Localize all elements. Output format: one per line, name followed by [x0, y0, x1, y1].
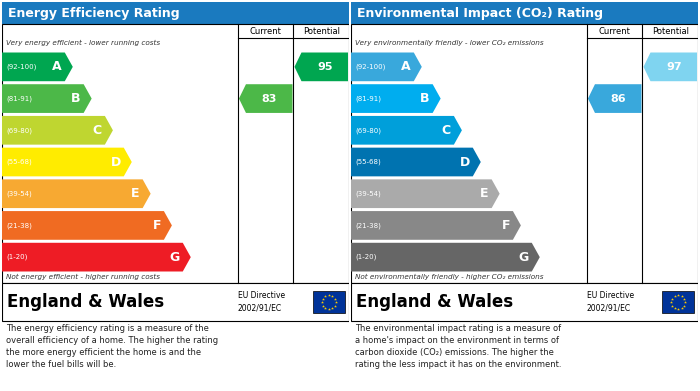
- Text: The energy efficiency rating is a measure of the
overall efficiency of a home. T: The energy efficiency rating is a measur…: [6, 324, 218, 369]
- Text: (92-100): (92-100): [6, 64, 36, 70]
- Polygon shape: [2, 84, 92, 113]
- Bar: [351, 283, 698, 321]
- Text: Very energy efficient - lower running costs: Very energy efficient - lower running co…: [6, 40, 160, 46]
- Text: (81-91): (81-91): [355, 95, 381, 102]
- Polygon shape: [351, 116, 462, 145]
- Polygon shape: [2, 211, 172, 240]
- Text: B: B: [420, 92, 430, 105]
- Text: Potential: Potential: [302, 27, 340, 36]
- Text: (21-38): (21-38): [6, 222, 32, 229]
- Bar: [313, 291, 345, 313]
- Polygon shape: [2, 148, 132, 176]
- Polygon shape: [351, 84, 441, 113]
- Polygon shape: [643, 52, 697, 81]
- Polygon shape: [351, 243, 540, 271]
- Bar: [351, 24, 698, 283]
- Text: Potential: Potential: [652, 27, 689, 36]
- Polygon shape: [351, 179, 500, 208]
- Text: 83: 83: [262, 93, 277, 104]
- Text: (1-20): (1-20): [6, 254, 27, 260]
- Text: (55-68): (55-68): [355, 159, 381, 165]
- Text: (21-38): (21-38): [355, 222, 381, 229]
- Text: F: F: [153, 219, 161, 232]
- Text: (69-80): (69-80): [355, 127, 381, 134]
- Text: Not energy efficient - higher running costs: Not energy efficient - higher running co…: [6, 274, 160, 280]
- Text: 97: 97: [666, 62, 682, 72]
- Text: A: A: [401, 60, 411, 74]
- Text: (39-54): (39-54): [355, 190, 381, 197]
- Polygon shape: [351, 52, 422, 81]
- Bar: [351, 2, 698, 24]
- Text: E: E: [131, 187, 140, 200]
- Text: (81-91): (81-91): [6, 95, 32, 102]
- Text: England & Wales: England & Wales: [356, 293, 513, 311]
- Text: Very environmentally friendly - lower CO₂ emissions: Very environmentally friendly - lower CO…: [355, 40, 544, 46]
- Text: G: G: [169, 251, 180, 264]
- Bar: [2, 24, 349, 283]
- Text: Current: Current: [250, 27, 281, 36]
- Text: Not environmentally friendly - higher CO₂ emissions: Not environmentally friendly - higher CO…: [355, 274, 543, 280]
- Text: A: A: [52, 60, 62, 74]
- Text: (55-68): (55-68): [6, 159, 32, 165]
- Text: G: G: [519, 251, 528, 264]
- Text: C: C: [93, 124, 102, 137]
- Bar: [2, 2, 349, 24]
- Text: England & Wales: England & Wales: [7, 293, 164, 311]
- Text: B: B: [71, 92, 80, 105]
- Text: EU Directive
2002/91/EC: EU Directive 2002/91/EC: [587, 291, 634, 313]
- Text: 86: 86: [610, 93, 626, 104]
- Bar: [2, 283, 349, 321]
- Polygon shape: [351, 148, 481, 176]
- Polygon shape: [239, 84, 293, 113]
- Text: EU Directive
2002/91/EC: EU Directive 2002/91/EC: [238, 291, 285, 313]
- Polygon shape: [588, 84, 641, 113]
- Text: D: D: [459, 156, 470, 169]
- Text: (39-54): (39-54): [6, 190, 32, 197]
- Text: Environmental Impact (CO₂) Rating: Environmental Impact (CO₂) Rating: [357, 7, 603, 20]
- Text: The environmental impact rating is a measure of
a home's impact on the environme: The environmental impact rating is a mea…: [355, 324, 561, 369]
- Polygon shape: [2, 116, 113, 145]
- Text: D: D: [111, 156, 121, 169]
- Polygon shape: [2, 243, 191, 271]
- Text: Current: Current: [598, 27, 631, 36]
- Text: E: E: [480, 187, 489, 200]
- Text: 95: 95: [317, 62, 332, 72]
- Polygon shape: [2, 179, 150, 208]
- Text: C: C: [442, 124, 451, 137]
- Polygon shape: [2, 52, 73, 81]
- Text: (92-100): (92-100): [355, 64, 386, 70]
- Text: (69-80): (69-80): [6, 127, 32, 134]
- Text: Energy Efficiency Rating: Energy Efficiency Rating: [8, 7, 180, 20]
- Polygon shape: [351, 211, 521, 240]
- Text: (1-20): (1-20): [355, 254, 377, 260]
- Text: F: F: [501, 219, 510, 232]
- Bar: [662, 291, 694, 313]
- Polygon shape: [295, 52, 348, 81]
